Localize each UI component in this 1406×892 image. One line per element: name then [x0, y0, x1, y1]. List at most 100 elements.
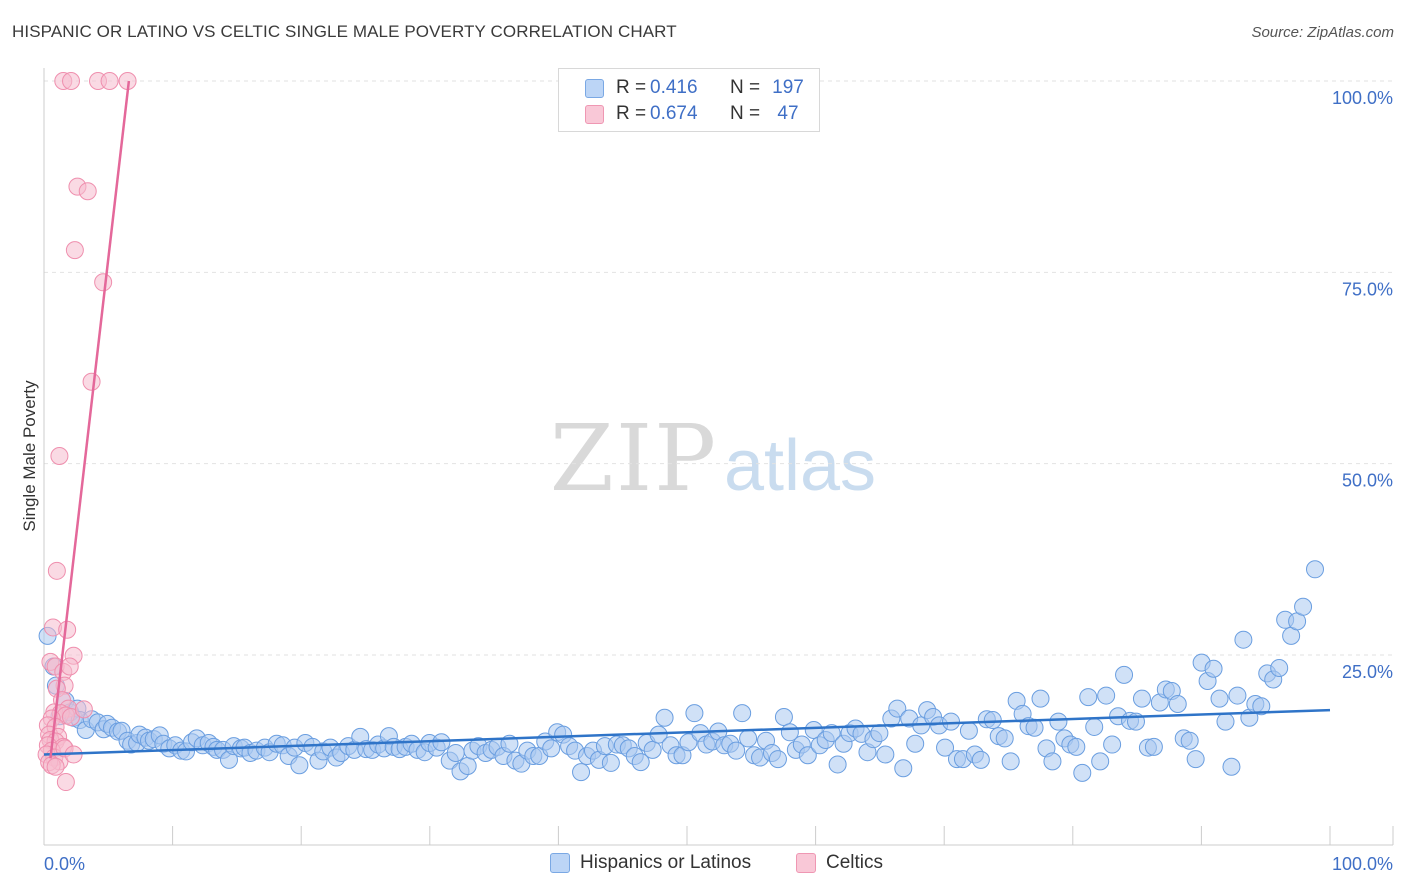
point-hispanics: [804, 721, 823, 740]
watermark: ZIP atlas: [550, 405, 876, 512]
bottom-legend-label-hispanics: Hispanics or Latinos: [580, 852, 752, 873]
point-hispanics: [1097, 686, 1116, 705]
chart-title: HISPANIC OR LATINO VS CELTIC SINGLE MALE…: [12, 22, 677, 41]
point-hispanics: [798, 746, 817, 765]
point-hispanics: [1204, 659, 1223, 678]
point-hispanics: [1103, 735, 1122, 754]
point-hispanics: [1270, 659, 1289, 678]
point-hispanics: [655, 708, 674, 727]
legend-r-value: 0.416: [650, 77, 698, 98]
point-hispanics: [1180, 731, 1199, 750]
point-hispanics: [870, 724, 889, 743]
legend-swatch-celtics: [585, 104, 604, 124]
point-celtics: [50, 447, 69, 466]
y-tick-label-1: 50.0%: [1342, 471, 1393, 491]
point-hispanics: [446, 743, 465, 762]
point-hispanics: [727, 741, 746, 760]
point-hispanics: [942, 712, 961, 731]
point-hispanics: [1085, 717, 1104, 736]
point-hispanics: [971, 750, 990, 769]
point-celtics: [46, 757, 65, 776]
point-celtics: [94, 273, 113, 292]
point-hispanics: [458, 756, 477, 775]
point-hispanics: [643, 740, 662, 759]
y-tick-label-3: 100.0%: [1332, 88, 1393, 108]
point-hispanics: [894, 759, 913, 778]
point-hispanics: [1091, 752, 1110, 771]
legend-n-value: 197: [772, 77, 804, 98]
series-celtics-points: [37, 72, 137, 792]
point-celtics: [78, 182, 97, 201]
point-celtics: [65, 241, 84, 260]
watermark-atlas: atlas: [724, 426, 876, 506]
point-hispanics: [572, 763, 591, 782]
point-hispanics: [1132, 689, 1151, 708]
point-celtics: [82, 372, 101, 391]
bottom-legend-swatch-hispanics: [550, 853, 570, 873]
x-tick-label-end: 100.0%: [1332, 854, 1393, 874]
point-hispanics: [1210, 689, 1229, 708]
y-tick-label-2: 75.0%: [1342, 279, 1393, 299]
x-tick-label-start: 0.0%: [44, 854, 85, 874]
point-hispanics: [888, 699, 907, 718]
point-celtics: [100, 72, 119, 90]
bottom-legend-label-celtics: Celtics: [826, 852, 884, 873]
point-hispanics: [936, 738, 955, 757]
point-hispanics: [1073, 763, 1092, 782]
point-hispanics: [631, 753, 650, 772]
bottom-legend-celtics: Celtics: [796, 852, 883, 874]
point-hispanics: [432, 733, 451, 752]
trend-lines: [43, 80, 1331, 759]
gridlines: [44, 80, 1393, 656]
correlation-legend: R = 0.416 N = 197 R = 0.674 N = 47: [558, 68, 820, 132]
point-hispanics: [679, 733, 698, 752]
legend-n-label: N =: [730, 103, 761, 124]
point-hispanics: [822, 724, 841, 743]
point-hispanics: [1001, 752, 1020, 771]
point-hispanics: [983, 711, 1002, 730]
bottom-legend-hispanics: Hispanics or Latinos: [550, 852, 751, 874]
point-hispanics: [1067, 737, 1086, 756]
point-hispanics: [1079, 688, 1098, 707]
point-hispanics: [739, 729, 758, 748]
trend-line-hispanics: [43, 708, 1331, 756]
point-hispanics: [876, 745, 895, 764]
legend-n-value: 47: [777, 103, 799, 124]
point-hispanics: [1049, 712, 1068, 731]
point-hispanics: [1228, 686, 1247, 705]
point-hispanics: [1168, 694, 1187, 713]
point-hispanics: [685, 704, 704, 723]
legend-r-label: R =: [616, 103, 647, 124]
point-hispanics: [601, 753, 620, 772]
point-hispanics: [1144, 737, 1163, 756]
point-hispanics: [774, 707, 793, 726]
watermark-zip: ZIP: [550, 405, 718, 512]
trend-line-celtics: [49, 80, 131, 759]
point-hispanics: [906, 734, 925, 753]
point-hispanics: [1222, 757, 1241, 776]
point-hispanics: [1294, 597, 1313, 616]
point-hispanics: [1043, 752, 1062, 771]
point-hispanics: [733, 704, 752, 723]
bottom-legend-swatch-celtics: [796, 853, 816, 873]
point-hispanics: [1216, 712, 1235, 731]
legend-r-label: R =: [616, 77, 647, 98]
point-hispanics: [1031, 689, 1050, 708]
y-tick-label-0: 25.0%: [1342, 662, 1393, 682]
legend-row-celtics: R = 0.674 N = 47: [585, 103, 808, 125]
point-celtics: [47, 561, 66, 580]
legend-r-value: 0.674: [650, 103, 698, 124]
legend-swatch-hispanics: [585, 78, 604, 98]
tick-labels: 25.0% 50.0% 75.0% 100.0% 0.0% 100.0%: [44, 88, 1393, 874]
source-label: Source: ZipAtlas.com: [1251, 24, 1394, 41]
point-hispanics: [1115, 665, 1134, 684]
point-hispanics: [1252, 697, 1271, 716]
point-hispanics: [1306, 560, 1324, 579]
point-hispanics: [290, 756, 309, 775]
legend-row-hispanics: R = 0.416 N = 197: [585, 77, 808, 99]
y-axis-label: Single Male Poverty: [20, 380, 39, 532]
point-celtics: [74, 700, 93, 719]
point-celtics: [60, 657, 79, 676]
point-celtics: [56, 773, 75, 792]
